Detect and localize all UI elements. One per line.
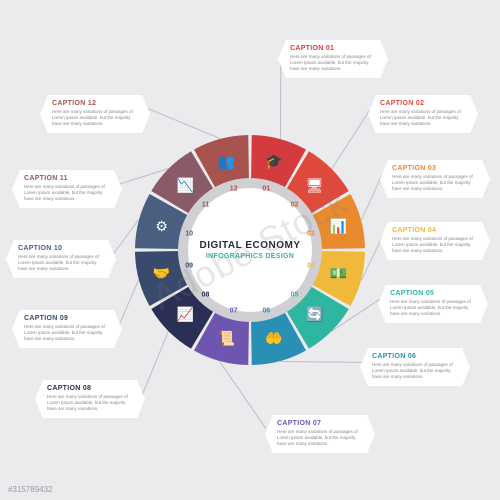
callout-03: CAPTION 03 Here are many variations of pa… (380, 160, 490, 198)
callout-12: CAPTION 12 Here are many variations of pa… (40, 95, 150, 133)
callout-04: CAPTION 04 Here are many variations of pa… (380, 222, 490, 260)
callout-body: Here are many variations of passages of … (24, 184, 110, 202)
callout-title: CAPTION 11 (24, 175, 110, 182)
callout-10: CAPTION 10 Here are many variations of pa… (6, 240, 116, 278)
callout-title: CAPTION 07 (277, 420, 363, 427)
center-title: DIGITAL ECONOMY (199, 240, 300, 251)
callout-title: CAPTION 10 (18, 245, 104, 252)
center-subtitle: INFOGRAPHICS DESIGN (206, 253, 294, 260)
callout-09: CAPTION 09 Here are many variations of pa… (12, 310, 122, 348)
callout-title: CAPTION 08 (47, 385, 133, 392)
callout-02: CAPTION 02 Here are many variations of pa… (368, 95, 478, 133)
callout-06: CAPTION 06 Here are many variations of pa… (360, 348, 470, 386)
callout-07: CAPTION 07 Here are many variations of pa… (265, 415, 375, 453)
callout-title: CAPTION 03 (392, 165, 478, 172)
callout-title: CAPTION 02 (380, 100, 466, 107)
stock-id: #315789432 (8, 485, 53, 494)
callout-05: CAPTION 05 Here are many variations of pa… (378, 285, 488, 323)
callout-11: CAPTION 11 Here are many variations of pa… (12, 170, 122, 208)
callout-body: Here are many variations of passages of … (47, 394, 133, 412)
callout-title: CAPTION 09 (24, 315, 110, 322)
callout-01: CAPTION 01 Here are many variations of pa… (278, 40, 388, 78)
callout-08: CAPTION 08 Here are many variations of pa… (35, 380, 145, 418)
callout-title: CAPTION 05 (390, 290, 476, 297)
callout-title: CAPTION 04 (392, 227, 478, 234)
callout-body: Here are many variations of passages of … (392, 236, 478, 254)
callout-body: Here are many variations of passages of … (52, 109, 138, 127)
callout-body: Here are many variations of passages of … (18, 254, 104, 272)
callout-body: Here are many variations of passages of … (390, 299, 476, 317)
callout-body: Here are many variations of passages of … (290, 54, 376, 72)
callout-body: Here are many variations of passages of … (372, 362, 458, 380)
callout-body: Here are many variations of passages of … (392, 174, 478, 192)
callout-body: Here are many variations of passages of … (380, 109, 466, 127)
leader-line (219, 361, 267, 429)
callout-title: CAPTION 01 (290, 45, 376, 52)
callout-title: CAPTION 06 (372, 353, 458, 360)
leader-line (280, 54, 281, 139)
callout-title: CAPTION 12 (52, 100, 138, 107)
callout-body: Here are many variations of passages of … (24, 324, 110, 342)
center-label: DIGITAL ECONOMY INFOGRAPHICS DESIGN (192, 192, 308, 308)
callout-body: Here are many variations of passages of … (277, 429, 363, 447)
